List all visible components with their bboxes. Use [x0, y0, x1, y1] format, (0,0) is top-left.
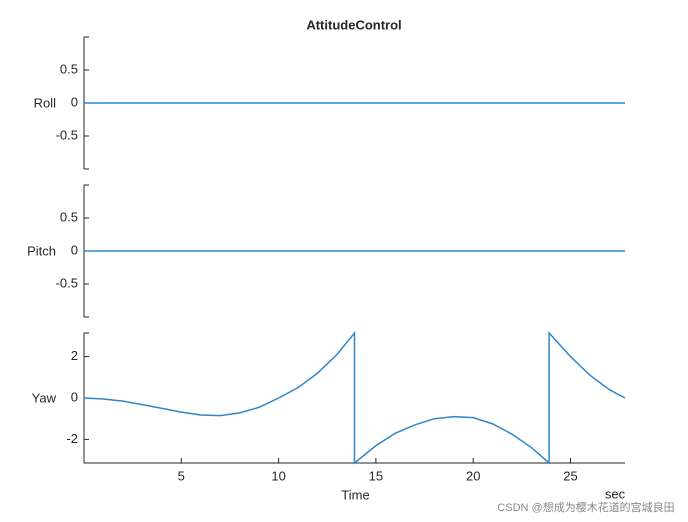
y-tick-label: 0	[71, 242, 78, 257]
x-axis-label: Time	[341, 487, 369, 502]
x-tick-label: 15	[369, 468, 383, 483]
x-unit-label: sec	[605, 486, 626, 501]
x-tick-label: 20	[466, 468, 480, 483]
x-tick-label: 10	[271, 468, 285, 483]
y-tick-label: -0.5	[56, 127, 78, 142]
chart-title: AttitudeControl	[306, 17, 401, 32]
y-axis-label: Roll	[34, 95, 57, 110]
y-axis-label: Pitch	[27, 243, 56, 258]
y-tick-label: -0.5	[56, 275, 78, 290]
y-tick-label: 0	[71, 389, 78, 404]
y-tick-label: 0.5	[60, 61, 78, 76]
y-tick-label: 0	[71, 94, 78, 109]
y-tick-label: -2	[66, 431, 78, 446]
y-tick-label: 0.5	[60, 209, 78, 224]
y-axis-label: Yaw	[32, 390, 57, 405]
x-tick-label: 5	[178, 468, 185, 483]
y-tick-label: 2	[71, 348, 78, 363]
x-tick-label: 25	[563, 468, 577, 483]
watermark: CSDN @想成为樱木花道的宫城良田	[497, 500, 674, 514]
line	[83, 330, 626, 465]
